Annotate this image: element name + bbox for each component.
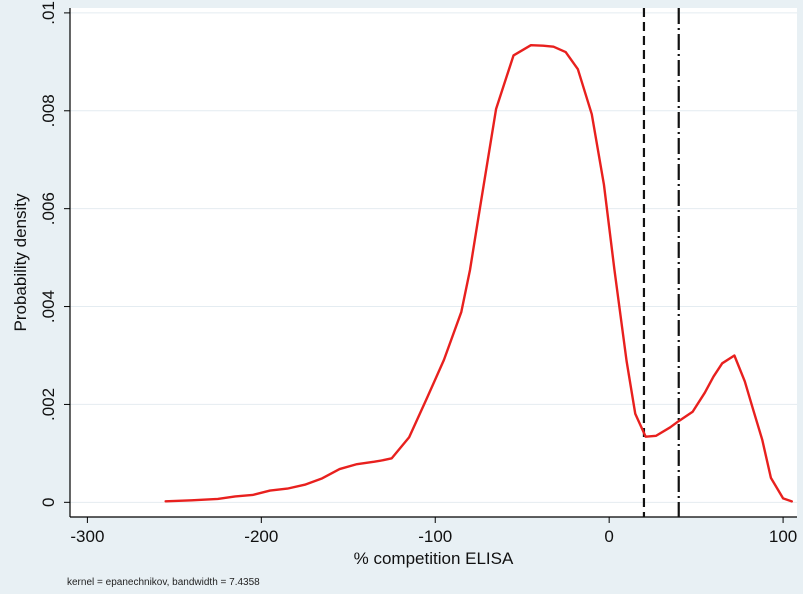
x-tick-label: 0 <box>604 527 613 546</box>
y-tick-label: 0 <box>39 498 58 507</box>
y-tick-label: .002 <box>39 388 58 421</box>
density-curve-1 <box>164 44 793 503</box>
x-tick-label: 100 <box>769 527 797 546</box>
kernel-note: kernel = epanechnikov, bandwidth = 7.435… <box>67 577 260 588</box>
series <box>164 44 793 503</box>
gridlines <box>70 12 797 503</box>
y-axis-title: Probability density <box>11 193 30 331</box>
x-tick-label: -300 <box>70 527 104 546</box>
y-tick-label: .01 <box>39 1 58 25</box>
y-tick-label: .008 <box>39 94 58 127</box>
x-tick-label: -100 <box>418 527 452 546</box>
axes: 0 .002 .004 .006 .008 .01 -300 -200 -100 0 100 <box>39 1 797 546</box>
y-tick-label: .004 <box>39 290 58 323</box>
x-tick-label: -200 <box>244 527 278 546</box>
y-tick-label: .006 <box>39 192 58 225</box>
plot-area <box>70 8 797 517</box>
x-axis-title: % competition ELISA <box>354 549 514 568</box>
